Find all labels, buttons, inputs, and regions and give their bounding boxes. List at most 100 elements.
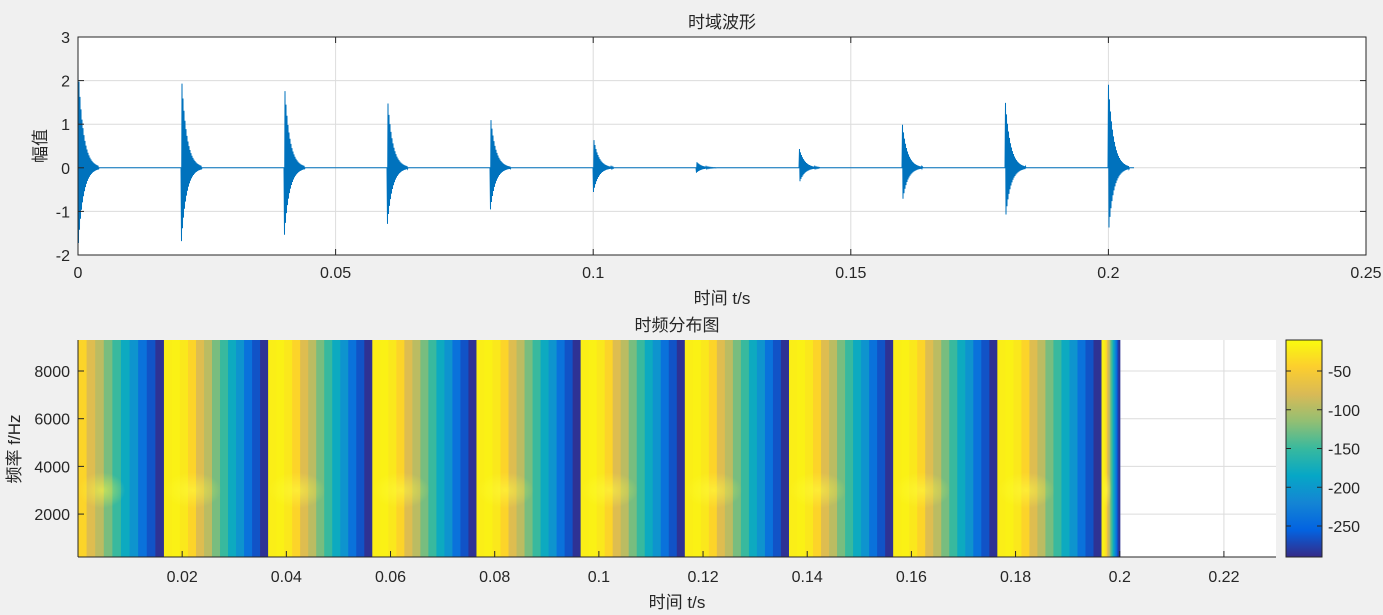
spectrogram-cell bbox=[516, 340, 526, 557]
spectrogram-cell bbox=[925, 340, 934, 557]
spectrogram-cell bbox=[340, 340, 349, 557]
spectrogram-cell bbox=[532, 340, 542, 557]
spectrogram-cell bbox=[556, 340, 566, 557]
spectrogram-band-highlight bbox=[788, 472, 847, 509]
spectrogram-x-tick-label: 0.06 bbox=[375, 569, 406, 586]
spectrogram-y-tick-label: 6000 bbox=[34, 412, 70, 429]
spectrogram-cell bbox=[228, 340, 237, 557]
spectrogram-cell bbox=[1105, 340, 1108, 557]
spectrogram-y-label: 频率 f/Hz bbox=[5, 415, 24, 484]
waveform-x-tick-label: 0 bbox=[74, 265, 83, 282]
spectrogram-cell bbox=[95, 340, 105, 557]
spectrogram-cell bbox=[821, 340, 830, 557]
spectrogram-cell bbox=[676, 340, 686, 557]
spectrogram-cell bbox=[732, 340, 742, 557]
spectrogram-cell bbox=[129, 340, 139, 557]
spectrogram-cell bbox=[1102, 340, 1105, 557]
spectrogram-cell bbox=[853, 340, 862, 557]
spectrogram-cell bbox=[316, 340, 325, 557]
spectrogram-cell bbox=[1077, 340, 1087, 557]
spectrogram-cell bbox=[1111, 340, 1114, 557]
waveform-axes-background bbox=[78, 37, 1366, 255]
spectrogram-cell bbox=[788, 340, 798, 557]
spectrogram-cell bbox=[260, 340, 269, 557]
waveform-x-tick-label: 0.2 bbox=[1097, 265, 1119, 282]
spectrogram-cell bbox=[1053, 340, 1063, 557]
spectrogram-cell bbox=[716, 340, 726, 557]
spectrogram-cell bbox=[179, 340, 189, 557]
spectrogram-cell bbox=[861, 340, 870, 557]
waveform-y-tick-label: 1 bbox=[61, 117, 70, 134]
spectrogram-cell bbox=[580, 340, 590, 557]
spectrogram-cell bbox=[1021, 340, 1030, 557]
waveform-x-tick-label: 0.15 bbox=[835, 265, 866, 282]
spectrogram-cell bbox=[1045, 340, 1055, 557]
spectrogram-cell bbox=[252, 340, 261, 557]
spectrogram-cell bbox=[1107, 340, 1110, 557]
spectrogram-cell bbox=[476, 340, 486, 557]
spectrogram-cell bbox=[612, 340, 622, 557]
spectrogram-cell bbox=[805, 340, 814, 557]
spectrogram-cell bbox=[660, 340, 670, 557]
spectrogram-cell bbox=[120, 340, 131, 557]
spectrogram-band-highlight bbox=[1101, 472, 1112, 509]
spectrogram-cell bbox=[236, 340, 245, 557]
spectrogram-cell bbox=[428, 340, 437, 557]
colorbar-tick-label: -250 bbox=[1328, 519, 1360, 536]
spectrogram-cell bbox=[829, 340, 838, 557]
spectrogram-cell bbox=[444, 340, 454, 557]
colorbar-gradient bbox=[1286, 340, 1322, 557]
spectrogram-cell bbox=[748, 340, 758, 557]
spectrogram-y-ticks: 2000 4000 6000 8000 bbox=[34, 364, 84, 524]
spectrogram-cell bbox=[524, 340, 534, 557]
spectrogram-cell bbox=[332, 340, 341, 557]
spectrogram-x-tick-label: 0.22 bbox=[1208, 569, 1239, 586]
spectrogram-cell bbox=[452, 340, 462, 557]
spectrogram-cell bbox=[909, 340, 918, 557]
spectrogram-cell bbox=[1013, 340, 1022, 557]
spectrogram-cell bbox=[195, 340, 205, 557]
spectrogram-band-highlight bbox=[78, 472, 126, 509]
spectrogram-cell bbox=[364, 340, 373, 557]
spectrogram-cell bbox=[468, 340, 478, 557]
spectrogram-cell bbox=[813, 340, 822, 557]
spectrogram-cell bbox=[212, 340, 221, 557]
spectrogram-cell bbox=[1061, 340, 1071, 557]
waveform-x-ticks: 0 0.05 0.1 0.15 0.2 0.25 bbox=[74, 37, 1382, 282]
spectrogram-cell bbox=[1037, 340, 1047, 557]
spectrogram-cell bbox=[949, 340, 958, 557]
spectrogram-cell bbox=[692, 340, 702, 557]
waveform-series bbox=[77, 63, 1134, 243]
spectrogram-cell bbox=[724, 340, 734, 557]
spectrogram-cell bbox=[917, 340, 926, 557]
spectrogram-cell bbox=[1109, 340, 1112, 557]
spectrogram-cell bbox=[356, 340, 365, 557]
waveform-x-tick-label: 0.05 bbox=[320, 265, 351, 282]
waveform-title: 时域波形 bbox=[688, 13, 756, 32]
spectrogram-cell bbox=[1112, 340, 1115, 557]
spectrogram-y-tick-label: 4000 bbox=[34, 459, 70, 476]
spectrogram-cell bbox=[1104, 340, 1107, 557]
spectrogram-cell bbox=[644, 340, 654, 557]
spectrogram-cell bbox=[396, 340, 405, 557]
spectrogram-x-tick-label: 0.18 bbox=[1000, 569, 1031, 586]
waveform-x-tick-label: 0.1 bbox=[582, 265, 604, 282]
colorbar-tick-label: -100 bbox=[1328, 403, 1360, 420]
spectrogram-cell bbox=[708, 340, 718, 557]
spectrogram-cell bbox=[292, 340, 301, 557]
spectrogram-cell bbox=[572, 340, 582, 557]
spectrogram-cell bbox=[596, 340, 606, 557]
spectrogram-x-ticks: 0.02 0.04 0.06 0.08 0.1 0.12 0.14 0.16 0.18 0.2 0.… bbox=[167, 551, 1240, 586]
spectrogram-band-highlight bbox=[268, 472, 326, 509]
spectrogram-cell bbox=[764, 340, 774, 557]
spectrogram-cell bbox=[348, 340, 357, 557]
spectrogram-cell bbox=[997, 340, 1006, 557]
spectrogram-cell bbox=[620, 340, 630, 557]
spectrogram-x-tick-label: 0.2 bbox=[1109, 569, 1131, 586]
spectrogram-cell bbox=[187, 340, 197, 557]
spectrogram-plot: 0.02 0.04 0.06 0.08 0.1 0.12 0.14 0.16 0.18 0.2 0.… bbox=[5, 316, 1360, 612]
spectrogram-band-highlight bbox=[372, 472, 430, 509]
spectrogram-cell bbox=[86, 340, 96, 557]
spectrogram-cell bbox=[220, 340, 229, 557]
